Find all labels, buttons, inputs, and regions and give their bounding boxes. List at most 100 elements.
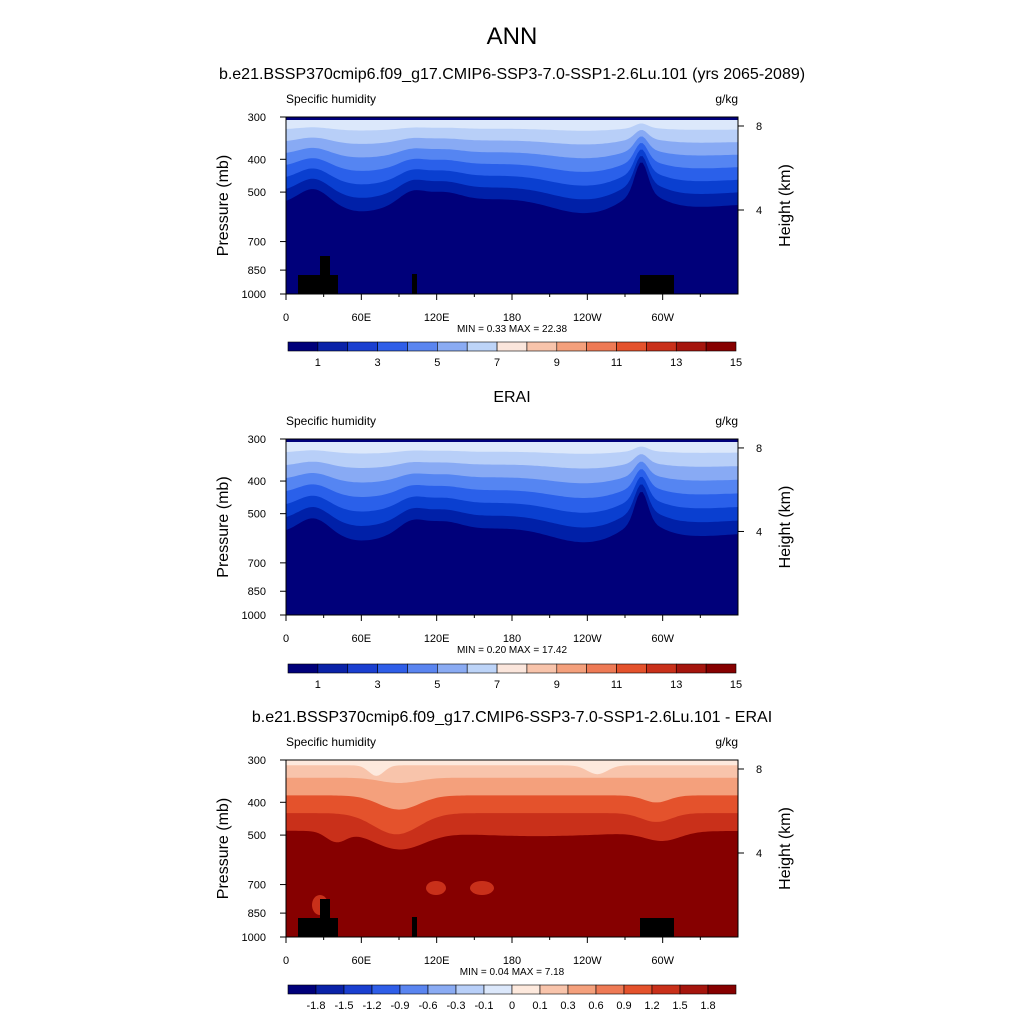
x-tick-label: 180 [503, 312, 521, 324]
y2-axis-label: Height (km) [777, 164, 794, 247]
colorbar-label: 0 [509, 1000, 515, 1012]
colorbar-swatch [317, 341, 349, 352]
colorbar-swatch [407, 341, 438, 352]
colorbar-swatch [496, 663, 528, 674]
colorbar-swatch [567, 984, 597, 995]
y-tick-label: 700 [248, 880, 266, 892]
units-label: g/kg [715, 414, 738, 428]
contour-band [286, 439, 738, 442]
colorbar-swatch [586, 663, 617, 674]
colorbar-label: -0.6 [419, 1000, 438, 1012]
y-tick-label: 850 [248, 586, 266, 598]
x-tick-label: 0 [283, 955, 289, 967]
units-label: g/kg [715, 92, 738, 106]
contour-field [286, 117, 738, 294]
colorbar-swatch [646, 663, 677, 674]
colorbar-swatch [539, 984, 569, 995]
colorbar-swatch [287, 341, 319, 352]
panel-title: b.e21.BSSP370cmip6.f09_g17.CMIP6-SSP3-7.… [219, 66, 805, 83]
y2-tick-label: 4 [756, 848, 762, 860]
y-tick-label: 500 [248, 830, 266, 842]
contour-band [286, 760, 738, 783]
colorbar-swatch [437, 341, 468, 352]
y2-axis-label: Height (km) [777, 807, 794, 890]
colorbar-swatch [287, 984, 317, 995]
x-tick-label: 60E [352, 633, 372, 645]
y2-axis-label: Height (km) [777, 486, 794, 569]
colorbar: 1 3 5 7 9 11 13 15 [287, 663, 742, 691]
colorbar-label: 15 [730, 357, 742, 369]
colorbar-label: 11 [611, 679, 622, 691]
colorbar-swatch [427, 984, 457, 995]
colorbar-label: 13 [670, 679, 682, 691]
colorbar-swatch [595, 984, 625, 995]
colorbar-label: -1.8 [307, 1000, 326, 1012]
colorbar-label: 11 [611, 357, 622, 369]
figure-title: ANN [487, 23, 538, 50]
y-tick-label: 1000 [242, 289, 266, 301]
units-label: g/kg [715, 735, 738, 749]
panels: b.e21.BSSP370cmip6.f09_g17.CMIP6-SSP3-7.… [215, 66, 805, 1012]
contour-band [286, 492, 738, 615]
colorbar-swatch [407, 663, 438, 674]
y-tick-label: 1000 [242, 610, 266, 622]
terrain-mask [640, 918, 674, 937]
panel-3: b.e21.BSSP370cmip6.f09_g17.CMIP6-SSP3-7.… [215, 709, 794, 1012]
y-tick-label: 400 [248, 797, 266, 809]
terrain-mask [412, 274, 417, 294]
colorbar-swatch [371, 984, 401, 995]
colorbar-swatch [616, 663, 647, 674]
x-tick-label: 60W [651, 955, 674, 967]
y-tick-label: 300 [248, 755, 266, 767]
colorbar-label: 5 [434, 357, 440, 369]
x-tick-label: 60E [352, 312, 372, 324]
panel-title: ERAI [493, 389, 530, 406]
y2-tick-label: 8 [756, 764, 762, 776]
colorbar-label: 3 [375, 679, 381, 691]
y2-tick-label: 4 [756, 205, 762, 217]
colorbar-label: 0.1 [532, 1000, 547, 1012]
y-tick-label: 300 [248, 112, 266, 124]
colorbar-swatch [347, 663, 378, 674]
y-tick-label: 700 [248, 558, 266, 570]
x-tick-label: 120E [424, 633, 450, 645]
colorbar-label: 0.9 [616, 1000, 631, 1012]
colorbar-label: 15 [730, 679, 742, 691]
terrain-mask [320, 899, 330, 919]
colorbar-swatch [707, 984, 737, 995]
x-tick-label: 180 [503, 633, 521, 645]
colorbar-label: 7 [494, 679, 500, 691]
colorbar-swatch [483, 984, 513, 995]
x-tick-label: 120E [424, 312, 450, 324]
contour-band [470, 881, 494, 895]
colorbar: -1.8 -1.5 -1.2 -0.9 -0.6 -0.3 -0.1 0 0.1 0.3 0.6 0.… [287, 984, 737, 1012]
colorbar-swatch [651, 984, 681, 995]
contour-band [426, 881, 446, 895]
colorbar-label: 13 [670, 357, 682, 369]
x-tick-label: 60E [352, 955, 372, 967]
colorbar-swatch [675, 663, 707, 674]
colorbar-label: 1 [315, 357, 321, 369]
min-max-stats: MIN = 0.04 MAX = 7.18 [460, 967, 565, 978]
x-tick-label: 180 [503, 955, 521, 967]
colorbar-swatch [705, 663, 737, 674]
y-tick-label: 850 [248, 908, 266, 920]
colorbar-label: 5 [434, 679, 440, 691]
colorbar-swatch [315, 984, 345, 995]
panel-title: b.e21.BSSP370cmip6.f09_g17.CMIP6-SSP3-7.… [252, 709, 772, 726]
contour-band [286, 162, 738, 294]
colorbar-swatch [399, 984, 429, 995]
x-tick-label: 0 [283, 633, 289, 645]
colorbar-swatch [526, 341, 558, 352]
colorbar-swatch [377, 663, 408, 674]
y-tick-label: 850 [248, 265, 266, 277]
contour-field [286, 760, 738, 937]
y-tick-label: 1000 [242, 932, 266, 944]
colorbar-label: 1.8 [700, 1000, 715, 1012]
y-tick-label: 400 [248, 476, 266, 488]
colorbar-swatch [616, 341, 647, 352]
y2-tick-label: 8 [756, 121, 762, 133]
y-tick-label: 300 [248, 434, 266, 446]
